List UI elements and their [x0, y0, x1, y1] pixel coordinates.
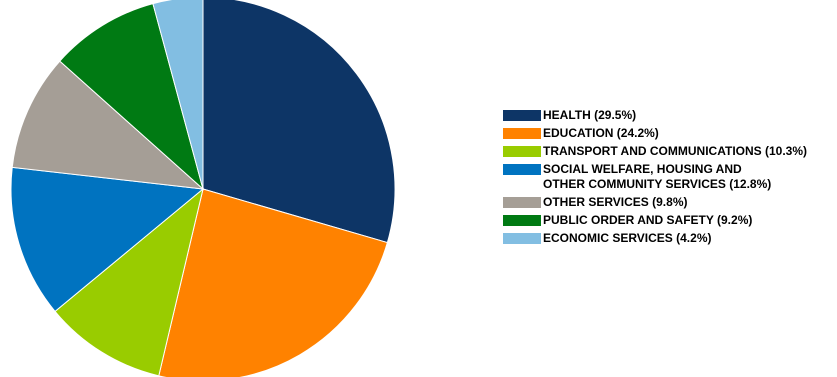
legend-swatch-social-welfare	[503, 164, 541, 175]
legend-swatch-economic-services	[503, 233, 541, 244]
legend-item-economic-services: ECONOMIC SERVICES (4.2%)	[503, 231, 837, 246]
legend-label-health: HEALTH (29.5%)	[543, 108, 637, 122]
legend-label-education: EDUCATION (24.2%)	[543, 126, 659, 140]
legend-label-economic-services: ECONOMIC SERVICES (4.2%)	[543, 231, 712, 245]
legend-item-education: EDUCATION (24.2%)	[503, 126, 837, 141]
pie-slice-4	[11, 60, 205, 190]
legend-label-transport: TRANSPORT AND COMMUNICATIONS (10.3%)	[543, 144, 808, 158]
pie-slice-6	[152, 0, 204, 190]
chart-legend: HEALTH (29.5%) EDUCATION (24.2%) TRANSPO…	[503, 108, 837, 249]
legend-item-transport: TRANSPORT AND COMMUNICATIONS (10.3%)	[503, 144, 837, 159]
legend-label-social-welfare: SOCIAL WELFARE, HOUSING AND OTHER COMMUN…	[543, 162, 772, 191]
legend-item-public-order: PUBLIC ORDER AND SAFETY (9.2%)	[503, 213, 837, 228]
legend-label-public-order: PUBLIC ORDER AND SAFETY (9.2%)	[543, 213, 753, 227]
pie-slice-2	[54, 187, 204, 377]
legend-swatch-education	[503, 128, 541, 139]
legend-label-other-services: OTHER SERVICES (9.8%)	[543, 195, 688, 209]
legend-swatch-health	[503, 110, 541, 121]
legend-item-other-services: OTHER SERVICES (9.8%)	[503, 195, 837, 210]
legend-swatch-other-services	[503, 197, 541, 208]
legend-item-health: HEALTH (29.5%)	[503, 108, 837, 123]
legend-swatch-public-order	[503, 215, 541, 226]
pie-slice-0	[202, 0, 396, 244]
pie-slice-5	[59, 3, 204, 191]
legend-item-social-welfare: SOCIAL WELFARE, HOUSING AND OTHER COMMUN…	[503, 162, 837, 192]
legend-swatch-transport	[503, 146, 541, 157]
pie-slice-3	[10, 166, 205, 313]
pie-slice-1	[158, 188, 389, 377]
